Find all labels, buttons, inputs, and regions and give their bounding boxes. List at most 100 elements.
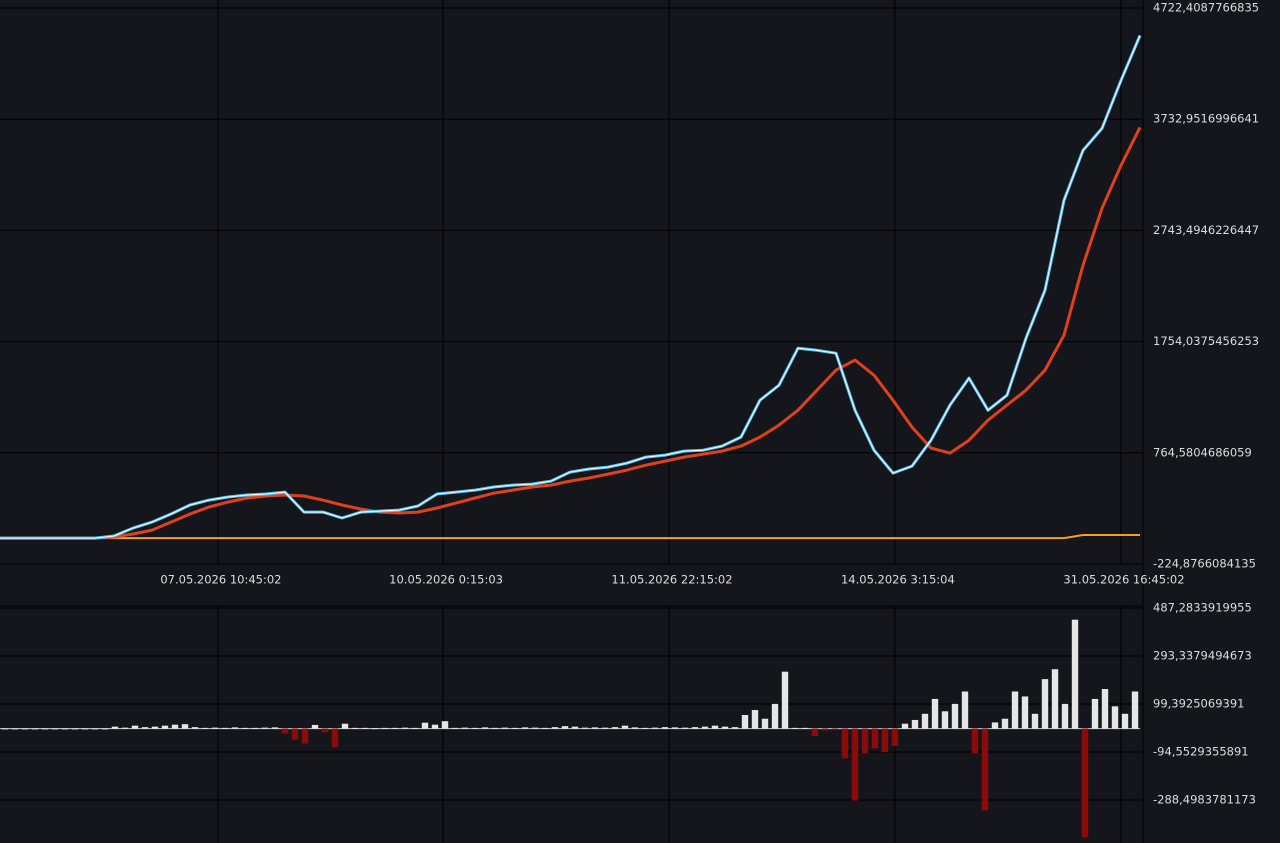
bar: [591, 727, 599, 729]
bar: [561, 726, 569, 729]
bar: [881, 728, 889, 753]
bar: [261, 727, 269, 729]
bar: [661, 727, 669, 729]
bar: [381, 727, 389, 729]
bar: [321, 728, 329, 733]
bar: [11, 728, 19, 730]
bar: [911, 719, 919, 729]
bar: [751, 710, 759, 729]
bar: [741, 715, 749, 729]
bar: [151, 726, 159, 729]
bar: [961, 691, 969, 729]
bar: [421, 722, 429, 729]
bar: [601, 727, 609, 729]
bar: [821, 728, 829, 731]
bar: [531, 727, 539, 729]
bar: [361, 727, 369, 729]
y-tick-label: 1754,0375456253: [1153, 334, 1259, 348]
bar: [841, 728, 849, 759]
x-tick-label: 11.05.2026 22:15:02: [611, 573, 732, 587]
bar: [451, 727, 459, 729]
bar: [101, 728, 109, 730]
bar: [851, 728, 859, 801]
bar: [431, 724, 439, 729]
bar: [411, 727, 419, 729]
y-tick-label: 487,2833919955: [1153, 601, 1252, 615]
bar: [631, 727, 639, 729]
bar: [201, 727, 209, 729]
bar: [331, 728, 339, 748]
bar: [481, 727, 489, 729]
series-line-highlight: [0, 35, 1141, 539]
y-tick-label: -94,5529355891: [1153, 745, 1249, 759]
bar: [941, 711, 949, 729]
bar: [371, 728, 379, 730]
bar: [671, 727, 679, 729]
bar: [861, 728, 869, 754]
bar: [161, 725, 169, 729]
bar: [491, 727, 499, 729]
bar: [811, 728, 819, 737]
bar: [921, 713, 929, 729]
bar: [581, 727, 589, 729]
bar: [281, 728, 289, 734]
y-tick-label: 99,3925069391: [1153, 697, 1244, 711]
bar: [891, 728, 899, 746]
bar: [931, 698, 939, 729]
bar: [1111, 706, 1119, 729]
bar: [1031, 713, 1039, 729]
bar: [1041, 679, 1049, 729]
bar: [991, 722, 999, 729]
series-line: [0, 126, 1142, 540]
bar: [1011, 691, 1019, 729]
bar: [721, 726, 729, 729]
bar: [571, 726, 579, 729]
bar: [761, 718, 769, 729]
bar: [131, 725, 139, 729]
bar: [801, 727, 809, 729]
bar: [971, 728, 979, 754]
bar: [681, 727, 689, 729]
bar: [1051, 669, 1059, 729]
bar: [1061, 703, 1069, 729]
y-tick-label: 293,3379494673: [1153, 649, 1252, 663]
bar: [61, 728, 69, 730]
y-tick-label: 3732,9516996641: [1153, 112, 1259, 126]
bar: [731, 727, 739, 729]
bar: [541, 727, 549, 729]
bar: [1, 728, 9, 730]
bar: [81, 728, 89, 730]
bar: [621, 725, 629, 729]
bar: [781, 671, 789, 729]
bar: [311, 724, 319, 729]
bar: [171, 724, 179, 729]
bar: [791, 727, 799, 729]
bar: [981, 728, 989, 811]
bar: [771, 703, 779, 729]
bar: [711, 725, 719, 729]
series-line: [0, 534, 1140, 540]
bar: [831, 728, 839, 730]
bar: [181, 724, 189, 729]
bar: [951, 703, 959, 729]
bar: [611, 727, 619, 729]
bar: [1131, 691, 1139, 729]
bar: [511, 727, 519, 729]
bar: [51, 728, 59, 730]
bar: [401, 727, 409, 729]
bar: [501, 727, 509, 729]
bar: [1071, 619, 1079, 729]
bar: [691, 727, 699, 729]
bar: [521, 727, 529, 729]
y-tick-label: 2743,4946226447: [1153, 223, 1259, 237]
bar: [241, 727, 249, 729]
x-tick-label: 14.05.2026 3:15:04: [841, 573, 955, 587]
y-tick-label: -224,8766084135: [1153, 557, 1256, 571]
bar: [901, 723, 909, 729]
bar: [251, 727, 259, 729]
bar: [1001, 718, 1009, 729]
bar: [21, 728, 29, 730]
bar: [31, 728, 39, 730]
bar: [91, 728, 99, 730]
